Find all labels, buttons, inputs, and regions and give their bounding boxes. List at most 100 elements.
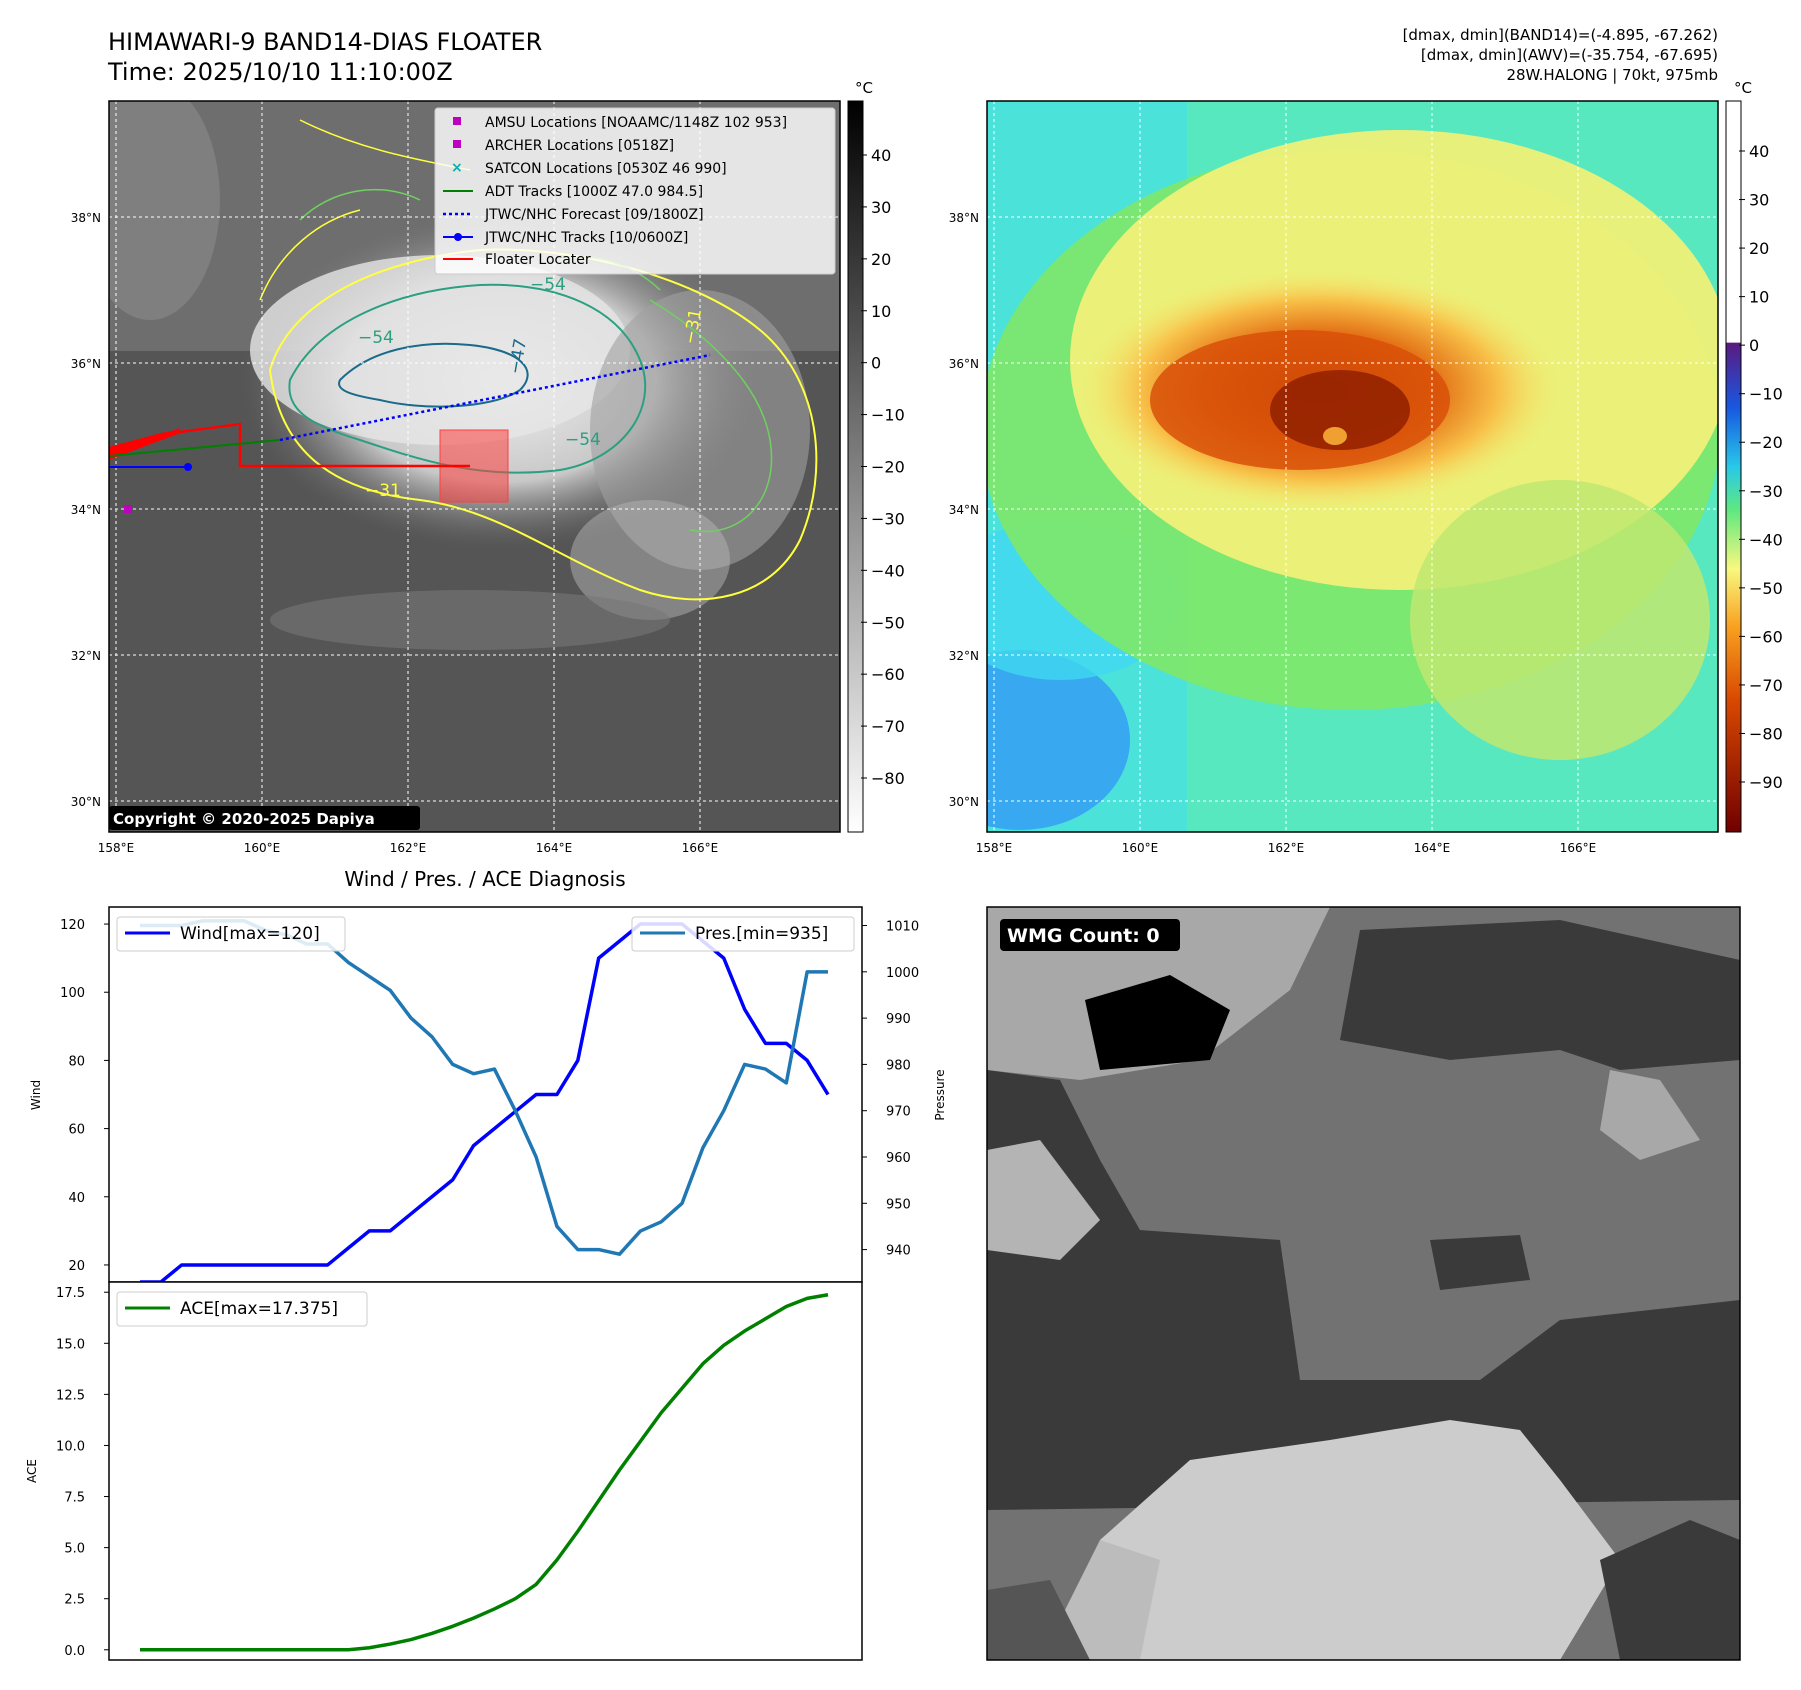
colorbar-tick-label: −50 bbox=[871, 613, 905, 632]
ace-tick-label: 10.0 bbox=[56, 1439, 85, 1454]
lon-label: 162°E bbox=[1268, 841, 1305, 855]
colorbar-tick-label: −80 bbox=[1749, 724, 1783, 743]
lon-label: 162°E bbox=[390, 841, 427, 855]
ace-axis-label: ACE bbox=[25, 1459, 39, 1483]
info-band14: [dmax, dmin](BAND14)=(-4.895, -67.262) bbox=[1403, 26, 1718, 44]
wv-colorbar: °C 40 30 20 10 0 −10 −20 −30 −40 −50 −60 −70 −80 −90 bbox=[1725, 79, 1783, 833]
wind-tick-label: 40 bbox=[68, 1191, 85, 1206]
colorbar-tick-label: −30 bbox=[1749, 482, 1783, 501]
contour-label: −54 bbox=[565, 430, 601, 450]
pressure-tick-label: 1000 bbox=[886, 966, 919, 981]
colorbar-tick-label: 30 bbox=[871, 198, 891, 217]
wmg-panel: WMG Count: 0 bbox=[986, 906, 1741, 1661]
lat-label: 34°N bbox=[71, 503, 101, 517]
ace-tick-label: 2.5 bbox=[64, 1593, 85, 1608]
legend-label: JTWC/NHC Tracks [10/0600Z] bbox=[484, 230, 688, 246]
lat-label: 36°N bbox=[949, 357, 979, 371]
wmg-frame bbox=[986, 906, 1741, 1661]
legend-entry: × SATCON Locations [0530Z 46 990] bbox=[451, 160, 727, 177]
pressure-tick-label: 990 bbox=[886, 1012, 911, 1027]
lat-label: 30°N bbox=[71, 795, 101, 809]
ace-chart: ACE 0.0 2.5 5.0 7.5 10.0 12.5 15.0 17.5 ACE[max… bbox=[25, 1281, 863, 1661]
contour-label: −54 bbox=[358, 328, 394, 348]
legend-label: JTWC/NHC Forecast [09/1800Z] bbox=[484, 207, 704, 223]
lat-label: 38°N bbox=[71, 211, 101, 225]
ace-tick-label: 12.5 bbox=[56, 1388, 85, 1403]
colorbar-tick-label: −30 bbox=[871, 509, 905, 528]
figure-title: HIMAWARI-9 BAND14-DIAS FLOATER bbox=[108, 28, 542, 56]
colorbar-tick-label: −90 bbox=[1749, 773, 1783, 792]
colorbar-tick-label: 0 bbox=[1749, 336, 1759, 355]
legend-label: Wind[max=120] bbox=[180, 924, 320, 944]
wind-tick-label: 20 bbox=[68, 1259, 85, 1274]
pressure-tick-label: 980 bbox=[886, 1058, 911, 1073]
wmg-count-label: WMG Count: 0 bbox=[1007, 925, 1160, 947]
colorbar-tick-label: −80 bbox=[871, 769, 905, 788]
lat-label: 38°N bbox=[949, 211, 979, 225]
wind-tick-label: 100 bbox=[60, 986, 85, 1001]
legend-label: ACE[max=17.375] bbox=[180, 1299, 338, 1319]
colorbar-tick-label: −70 bbox=[1749, 676, 1783, 695]
lat-label: 36°N bbox=[71, 357, 101, 371]
pressure-tick-label: 950 bbox=[886, 1197, 911, 1212]
legend-entry: JTWC/NHC Forecast [09/1800Z] bbox=[443, 207, 704, 223]
colorbar-unit: °C bbox=[1734, 79, 1752, 97]
colorbar-tick-label: −20 bbox=[871, 458, 905, 477]
contour-label: −31 bbox=[365, 481, 401, 501]
lon-label: 164°E bbox=[536, 841, 573, 855]
copyright-label: Copyright © 2020-2025 Dapiya bbox=[113, 810, 375, 828]
legend-entry: ARCHER Locations [0518Z] bbox=[453, 138, 674, 154]
colorbar-tick-label: −10 bbox=[871, 406, 905, 425]
wind-tick-label: 120 bbox=[60, 918, 85, 933]
ace-legend: ACE[max=17.375] bbox=[116, 1291, 368, 1327]
pressure-axis-label: Pressure bbox=[933, 1069, 947, 1120]
legend-entry: ADT Tracks [1000Z 47.0 984.5] bbox=[443, 184, 703, 200]
colorbar-tick-label: 40 bbox=[1749, 142, 1769, 161]
ace-tick-label: 0.0 bbox=[64, 1644, 85, 1659]
legend-label: Floater Locater bbox=[485, 252, 591, 268]
legend-label: ADT Tracks [1000Z 47.0 984.5] bbox=[485, 184, 703, 200]
colorbar-tick-label: 0 bbox=[871, 354, 881, 373]
info-storm: 28W.HALONG | 70kt, 975mb bbox=[1506, 66, 1718, 84]
wind-tick-label: 80 bbox=[68, 1054, 85, 1069]
legend-marker-x: × bbox=[451, 160, 463, 176]
lat-label: 30°N bbox=[949, 795, 979, 809]
lon-label: 158°E bbox=[98, 841, 135, 855]
figure-time: Time: 2025/10/10 11:10:00Z bbox=[107, 58, 453, 86]
wind-axis-label: Wind bbox=[29, 1080, 43, 1110]
ir-legend: AMSU Locations [NOAAMC/1148Z 102 953] AR… bbox=[434, 107, 836, 275]
wv-map-frame bbox=[986, 100, 1719, 833]
legend-label: ARCHER Locations [0518Z] bbox=[485, 138, 674, 154]
lon-label: 166°E bbox=[1560, 841, 1597, 855]
wind-pressure-chart: Wind Pressure 20 40 60 80 100 120 940 950 960 97… bbox=[29, 906, 947, 1284]
ace-series-line bbox=[140, 1293, 829, 1652]
legend-label: AMSU Locations [NOAAMC/1148Z 102 953] bbox=[485, 115, 787, 131]
legend-marker-square bbox=[453, 117, 461, 125]
colorbar-tick-label: 20 bbox=[871, 250, 891, 269]
info-awv: [dmax, dmin](AWV)=(-35.754, -67.695) bbox=[1421, 46, 1718, 64]
colorbar-tick-label: −40 bbox=[1749, 530, 1783, 549]
ir-map-panel: −54 −54 −54 −31 −31 −47 AMSU Locations [… bbox=[71, 79, 905, 855]
legend-entry: Floater Locater bbox=[443, 252, 591, 268]
wind-tick-label: 60 bbox=[68, 1123, 85, 1138]
colorbar-tick-label: −20 bbox=[1749, 433, 1783, 452]
legend-entry: JTWC/NHC Tracks [10/0600Z] bbox=[443, 230, 688, 246]
legend-entry: AMSU Locations [NOAAMC/1148Z 102 953] bbox=[453, 115, 787, 131]
legend-label: Pres.[min=935] bbox=[695, 924, 828, 944]
colorbar-tick-label: −40 bbox=[871, 561, 905, 580]
ace-tick-label: 5.0 bbox=[64, 1542, 85, 1557]
lat-label: 34°N bbox=[949, 503, 979, 517]
pressure-legend: Pres.[min=935] bbox=[631, 916, 855, 952]
lon-label: 164°E bbox=[1414, 841, 1451, 855]
colorbar-tick-label: 30 bbox=[1749, 191, 1769, 210]
lon-label: 166°E bbox=[682, 841, 719, 855]
pressure-tick-label: 960 bbox=[886, 1151, 911, 1166]
lon-label: 158°E bbox=[976, 841, 1013, 855]
lon-label: 160°E bbox=[1122, 841, 1159, 855]
diagnosis-title: Wind / Pres. / ACE Diagnosis bbox=[344, 867, 625, 891]
pressure-tick-label: 1010 bbox=[886, 920, 919, 935]
colorbar-unit: °C bbox=[855, 79, 873, 97]
pressure-tick-label: 970 bbox=[886, 1105, 911, 1120]
legend-label: SATCON Locations [0530Z 46 990] bbox=[485, 161, 727, 177]
